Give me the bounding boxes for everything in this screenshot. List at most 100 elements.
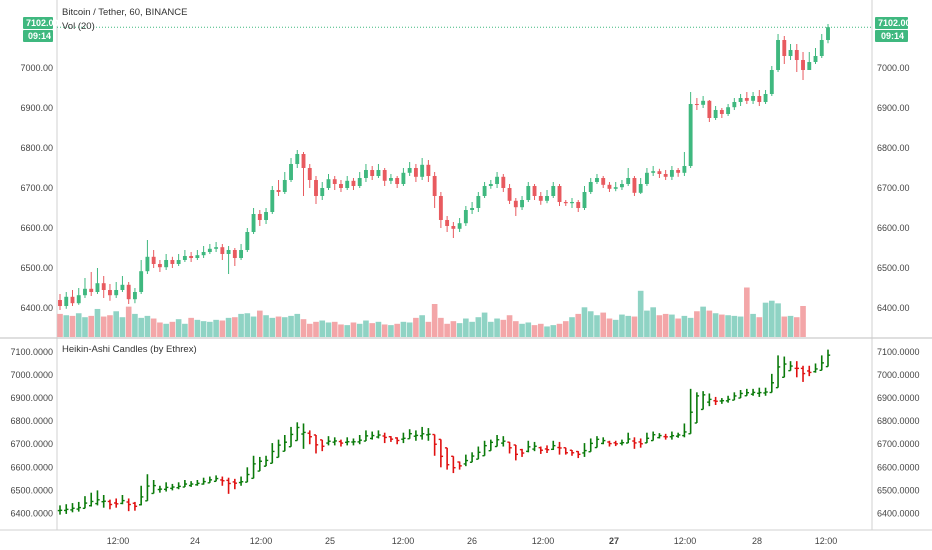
time-tick-hour: 12:00 [674,536,697,546]
volume-bar [419,315,425,337]
volume-bar [431,304,438,337]
right-price-tag: 7102.00 09:14 [875,17,911,42]
volume-bar [488,321,494,337]
volume-bar [800,305,806,337]
volume-bar [744,287,750,337]
volume-bar [313,321,319,337]
volume-bar [775,303,781,337]
candle-body [570,202,574,204]
candle-body [58,300,62,306]
ha-tick-label-right: 7000.0000 [877,370,920,380]
volume-bar [544,326,550,337]
candle-body [613,187,618,189]
volume-bar [519,323,525,337]
candle-body [307,168,312,180]
volume-bar [625,315,632,337]
candle-body [669,170,674,177]
candle-body [476,196,481,208]
volume-bar [406,322,413,337]
volume-bar [750,313,756,337]
right-countdown: 09:14 [881,31,904,41]
candle-body [826,27,830,40]
candle-body [819,40,824,56]
candle-body [276,190,281,192]
volume-bar [400,321,407,337]
candle-body [582,192,587,208]
candle-body [314,180,318,196]
volume-bar [388,325,394,337]
volume-bar [619,314,625,337]
candle-body [445,220,450,226]
candle-body [694,104,699,105]
candle-body [738,98,743,102]
candle-body [164,260,169,268]
volume-bar [781,316,788,337]
volume-bar [319,320,326,337]
volume-bar [556,323,563,337]
volume-bar [656,315,663,337]
candle-body [482,186,487,196]
volume-bar [737,316,744,337]
price-tick-label-left: 6900.00 [20,103,53,113]
volume-bar [225,317,232,337]
candle-body [701,100,706,105]
ha-tick-label-left: 6600.0000 [10,462,53,472]
volume-bar [94,308,101,337]
candle-body [595,178,599,182]
volume-bar [256,310,263,337]
candle-body [251,214,256,232]
ha-tick-label-left: 6400.0000 [10,508,53,518]
candle-body [545,196,549,201]
volume-bar [525,322,532,337]
volume-bar [425,321,432,337]
ha-tick-label-left: 6700.0000 [10,439,53,449]
candle-body [532,186,537,196]
candle-body [757,96,762,102]
candle-body [195,255,200,258]
ha-tick-label-right: 6700.0000 [877,439,920,449]
candle-body [332,179,337,184]
candle-body [538,196,543,201]
volume-bar [250,316,257,337]
price-tick-label-right: 6800.00 [877,143,910,153]
time-tick-day: 25 [325,536,335,546]
volume-bar [150,318,157,337]
volume-bar [82,317,88,337]
candle-body [576,202,581,208]
ha-tick-label-left: 6800.0000 [10,416,53,426]
candle-body [320,188,325,196]
candle-body [682,166,687,173]
volume-bar [57,313,63,337]
candle-body [189,256,194,258]
volume-bar [612,319,619,337]
candle-body [801,60,805,70]
volume-bar [188,317,194,337]
candle-body [270,190,275,212]
candle-body [713,110,718,118]
candle-body [732,102,737,108]
candle-body [407,168,412,173]
volume-bar [762,302,769,337]
candle-body [132,292,137,300]
volume-bar [531,325,538,337]
volume-bar [506,315,513,337]
volume-bar [456,323,463,337]
volume-bar [469,321,475,337]
ha-tick-label-right: 6400.0000 [877,508,920,518]
candle-body [432,176,437,196]
time-tick-hour: 12:00 [815,536,838,546]
price-tick-label-right: 7000.00 [877,63,910,73]
candle-body [707,100,712,118]
volume-bar [306,323,313,337]
candle-body [744,98,749,101]
candle-body [426,164,431,176]
candle-body [108,290,112,296]
volume-bar [606,318,613,337]
volume-bar [275,316,282,337]
volume-bar [681,315,688,337]
candle-body [64,296,69,306]
price-tick-label-left: 6400.00 [20,303,53,313]
volume-bar [787,315,794,337]
volume-bar [138,317,144,337]
